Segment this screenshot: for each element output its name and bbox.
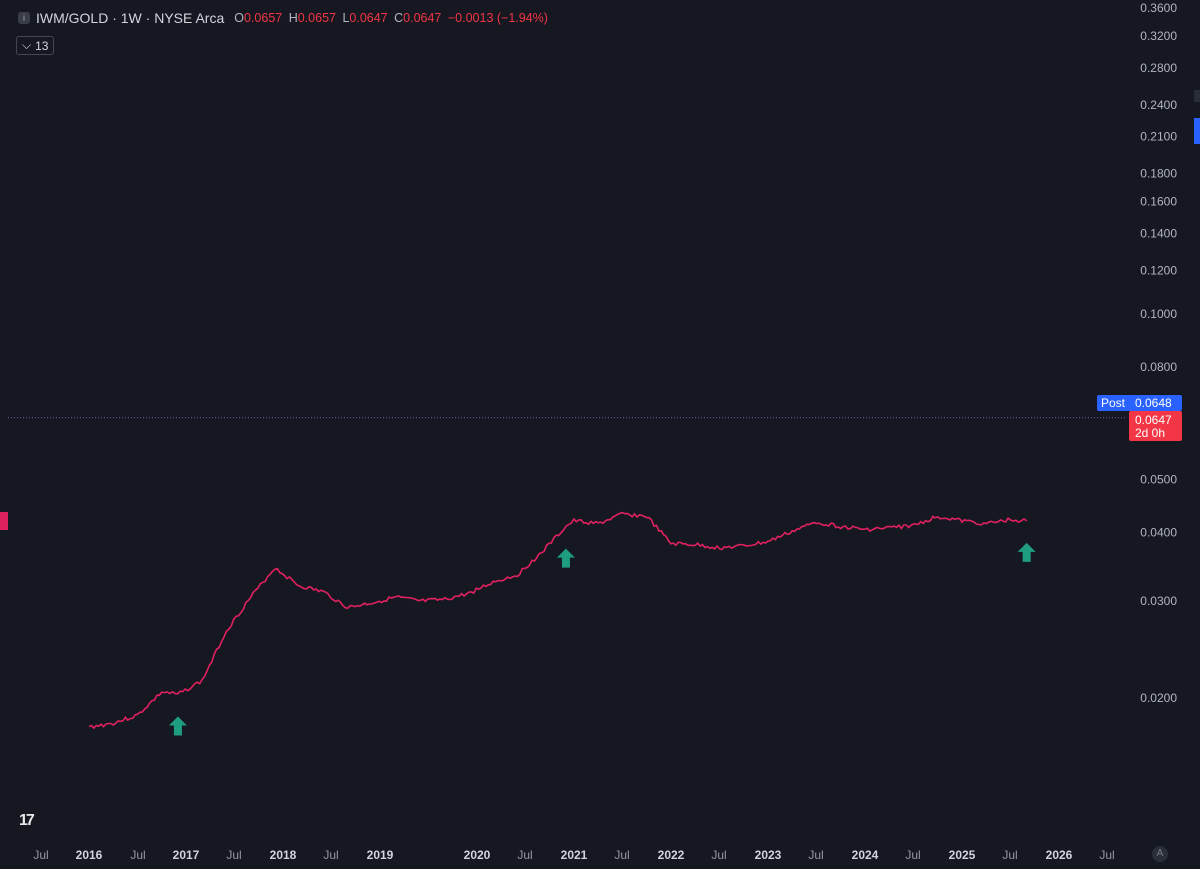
indicators-toggle-button[interactable]: ⌵ 13	[16, 36, 55, 55]
x-tick-label: Jul	[33, 848, 48, 862]
left-scale-marker	[0, 512, 8, 530]
ratio-line-series	[88, 511, 1028, 730]
arrow-up-icon	[168, 716, 187, 736]
x-tick-label: Jul	[614, 848, 629, 862]
x-tick-label: 2022	[658, 848, 685, 862]
y-tick-label: 0.3600	[1140, 1, 1177, 15]
post-badge-value: 0.0648	[1135, 396, 1172, 410]
price-badges: Post 0.0648 0.0647 2d 0h	[1097, 395, 1182, 441]
y-tick-label: 0.2100	[1140, 130, 1177, 144]
y-tick-label: 0.1800	[1140, 167, 1177, 181]
y-tick-label: 0.1000	[1140, 307, 1177, 321]
time-axis: Jul 2016 Jul 2017 Jul 2018 Jul 2019 2020 Jul 2021 J…	[33, 848, 1114, 862]
last-price-badge	[1129, 411, 1182, 441]
x-tick-label: Jul	[711, 848, 726, 862]
x-tick-label: 2017	[173, 848, 200, 862]
x-tick-label: 2024	[852, 848, 879, 862]
countdown-text: 2d 0h	[1135, 426, 1165, 440]
y-tick-label: 0.0800	[1140, 360, 1177, 374]
x-tick-label: 2020	[464, 848, 491, 862]
post-badge	[1097, 395, 1182, 411]
y-tick-label: 0.2400	[1140, 98, 1177, 112]
arrow-up-icon	[556, 548, 575, 568]
right-panel-tab[interactable]	[1194, 90, 1200, 102]
arrow-markers	[168, 542, 1036, 736]
ohlc-values: O0.0657 H0.0657 L0.0647 C0.0647 −0.0013 …	[234, 11, 551, 25]
x-tick-label: Jul	[226, 848, 241, 862]
open-key: O	[234, 11, 244, 25]
open-value: 0.0657	[243, 11, 283, 25]
low-key: L	[342, 11, 350, 25]
y-tick-label: 0.3200	[1140, 29, 1177, 43]
x-tick-label: 2026	[1046, 848, 1073, 862]
high-value: 0.0657	[297, 11, 336, 25]
right-panel-tab-active[interactable]	[1194, 118, 1200, 144]
y-tick-label: 0.1400	[1140, 227, 1177, 241]
x-tick-label: 2025	[949, 848, 976, 862]
price-axis: 0.3600 0.3200 0.2800 0.2400 0.2100 0.1800 0.16…	[1140, 1, 1177, 705]
y-tick-label: 0.0200	[1140, 691, 1177, 705]
x-tick-label: 2016	[76, 848, 103, 862]
y-tick-label: 0.0400	[1140, 526, 1177, 540]
x-tick-label: Jul	[517, 848, 532, 862]
close-value: 0.0647	[403, 11, 442, 25]
low-value: 0.0647	[349, 11, 388, 25]
x-tick-label: Jul	[905, 848, 920, 862]
x-tick-label: 2023	[755, 848, 782, 862]
y-tick-label: 0.0300	[1140, 594, 1177, 608]
high-key: H	[288, 11, 298, 25]
chevron-down-icon: ⌵	[22, 38, 32, 52]
indicator-count: 13	[35, 38, 49, 53]
symbol-legend: i IWM/GOLD · 1W · NYSE Arca O0.0657 H0.0…	[18, 10, 551, 26]
x-tick-label: Jul	[130, 848, 145, 862]
x-tick-label: 2021	[561, 848, 588, 862]
x-tick-label: Jul	[323, 848, 338, 862]
auto-scale-button[interactable]: A	[1152, 846, 1168, 862]
tradingview-logo-icon[interactable]: 17	[19, 812, 35, 829]
arrow-up-icon	[1017, 542, 1036, 562]
x-tick-label: 2018	[270, 848, 297, 862]
symbol-icon[interactable]: i	[18, 12, 30, 24]
close-key: C	[394, 11, 404, 25]
x-tick-label: Jul	[808, 848, 823, 862]
y-tick-label: 0.1600	[1140, 195, 1177, 209]
change-value: −0.0013 (−1.94%)	[447, 11, 548, 25]
symbol-title[interactable]: IWM/GOLD · 1W · NYSE Arca	[36, 10, 225, 26]
ratio-line	[88, 511, 1028, 730]
x-tick-label: Jul	[1002, 848, 1017, 862]
last-price-value: 0.0647	[1135, 413, 1172, 427]
post-badge-label: Post	[1101, 396, 1126, 410]
y-tick-label: 0.0500	[1140, 472, 1177, 486]
y-tick-label: 0.2800	[1140, 61, 1177, 75]
x-tick-label: 2019	[367, 848, 394, 862]
y-tick-label: 0.1200	[1140, 263, 1177, 277]
x-tick-label: Jul	[1099, 848, 1114, 862]
